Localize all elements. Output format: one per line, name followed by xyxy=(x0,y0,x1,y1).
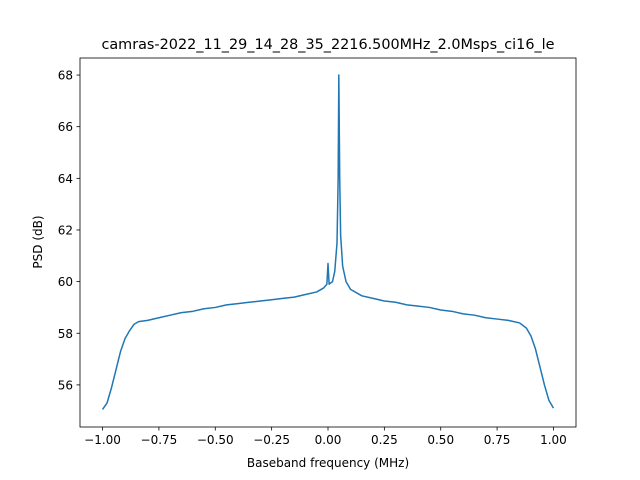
x-tick-label: 0.00 xyxy=(315,433,342,447)
line xyxy=(101,74,555,410)
x-tick-label: −0.75 xyxy=(141,433,178,447)
y-tick-label: 60 xyxy=(58,275,73,289)
y-tick-label: 64 xyxy=(58,172,73,186)
y-tick-label: 56 xyxy=(58,378,73,392)
x-tick-label: −1.00 xyxy=(84,433,121,447)
y-axis-label: PSD (dB) xyxy=(31,215,45,268)
x-tick-label: 0.75 xyxy=(484,433,511,447)
x-tick-label: −0.25 xyxy=(253,433,290,447)
y-tick-label: 62 xyxy=(58,223,73,237)
y-tick-label: 58 xyxy=(58,327,73,341)
axes-frame xyxy=(79,57,577,428)
y-tick-label: 66 xyxy=(58,120,73,134)
x-tick-label: 1.00 xyxy=(540,433,567,447)
x-tick-label: 0.50 xyxy=(427,433,454,447)
x-tick-label: −0.50 xyxy=(197,433,234,447)
x-tick-label: 0.25 xyxy=(371,433,398,447)
y-tick-label: 68 xyxy=(58,69,73,83)
chart-title: camras-2022_11_29_14_28_35_2216.500MHz_2… xyxy=(101,37,554,53)
x-axis-label: Baseband frequency (MHz) xyxy=(247,456,409,470)
